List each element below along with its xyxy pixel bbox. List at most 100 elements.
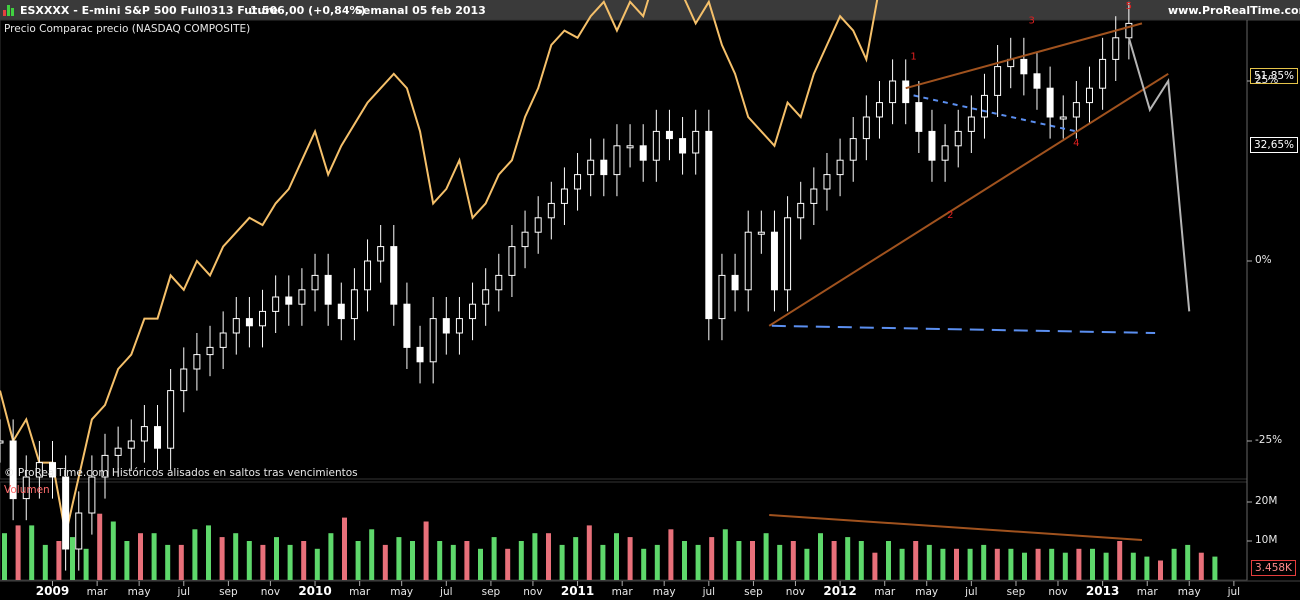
volume-bar [464, 541, 470, 580]
volume-bar [491, 537, 497, 580]
bar-chart-icon[interactable] [3, 5, 15, 16]
timeframe-date: Semanal 05 feb 2013 [355, 4, 486, 17]
candle-body [1112, 37, 1120, 60]
instrument-title: ESXXXX - E-mini S&P 500 Full0313 Future [20, 4, 279, 17]
volume-bar [872, 552, 878, 580]
volume-bar [56, 541, 62, 580]
volume-bar [722, 529, 728, 580]
candle-body [403, 303, 411, 348]
volume-bar [967, 548, 973, 580]
candle-body [140, 426, 148, 442]
candle-body [980, 94, 988, 118]
candle-body [810, 188, 818, 204]
x-tick-month: nov [785, 586, 806, 598]
nasdaq-line [0, 0, 879, 535]
volume-bar [831, 541, 837, 580]
volume-bar [15, 525, 21, 580]
volume-bar [328, 533, 334, 580]
candle-body [626, 145, 634, 149]
candle-body [521, 231, 529, 248]
candle-body [337, 303, 345, 320]
compare-label: Precio Comparac precio (NASDAQ COMPOSITE… [4, 23, 251, 35]
site-link[interactable]: www.ProRealTime.com [1168, 4, 1300, 17]
x-tick-month: jul [177, 586, 191, 598]
candle-body [88, 476, 96, 514]
candle-body [232, 318, 240, 334]
candle-body [495, 274, 503, 291]
y-tick-label: 25% [1255, 74, 1279, 86]
volume-trendline [769, 514, 1143, 541]
candle-body [49, 462, 57, 478]
volume-bar [83, 548, 89, 580]
projection-path [1127, 37, 1191, 312]
volume-bar [954, 548, 959, 580]
candle-body [574, 174, 582, 190]
volume-bar [423, 521, 429, 580]
x-tick-month: mar [874, 586, 896, 598]
volume-bar [450, 544, 456, 580]
upper-dashed-arrow [913, 94, 1077, 133]
candle-body [101, 454, 109, 478]
volume-badge: 3.458K [1251, 560, 1296, 576]
x-tick-month: sep [1006, 586, 1026, 598]
x-tick-month: mar [1136, 586, 1158, 598]
volume-bar [532, 533, 538, 580]
volume-bar [1117, 541, 1123, 580]
candle-body [245, 318, 253, 327]
x-tick-month: may [652, 586, 676, 598]
candle-body [1033, 73, 1041, 89]
volume-bar [124, 541, 130, 580]
candle-body [679, 138, 687, 154]
volume-bar [233, 533, 239, 580]
volume-bar [301, 541, 307, 580]
volume-bar [219, 537, 225, 580]
volume-bar [981, 544, 987, 580]
volume-bar [1008, 548, 1014, 580]
candle-body [1085, 87, 1093, 104]
candle-body [9, 440, 17, 500]
candle-body [560, 188, 568, 204]
candle-body [219, 332, 227, 348]
candle-body [482, 289, 490, 305]
y-tick-label: -25% [1255, 434, 1283, 446]
wave-label: 4 [1073, 138, 1079, 149]
volume-bar [1049, 548, 1055, 580]
candle-body [154, 426, 162, 449]
candle-body [0, 440, 4, 444]
volume-bar [709, 537, 715, 580]
candle-body [469, 303, 477, 320]
candle-body [954, 130, 962, 147]
volume-bar [654, 544, 660, 580]
volume-bar [274, 537, 279, 580]
candle-body [705, 130, 713, 320]
wave-label: 1 [910, 51, 916, 62]
volume-bar [994, 548, 1000, 580]
volume-bar [573, 537, 579, 580]
candle-body [311, 274, 319, 291]
candle-body [875, 102, 883, 118]
volume-bar [858, 541, 864, 580]
x-tick-month: sep [219, 586, 238, 598]
x-tick-month: may [915, 586, 939, 598]
candle-body [193, 354, 201, 370]
volume-bar [682, 541, 687, 580]
x-tick-month: jul [702, 586, 716, 598]
candle-body [429, 318, 437, 363]
nasdaq-badge: 51,85% [1250, 68, 1299, 84]
candle-body [718, 274, 726, 320]
x-tick-month: jul [1227, 586, 1241, 598]
volume-bar [627, 537, 633, 580]
candle-body [167, 390, 175, 449]
candle-body [62, 476, 70, 550]
volume-bar [1158, 560, 1163, 580]
candle-body [508, 246, 516, 276]
candle-body [324, 274, 332, 305]
volume-bar [750, 541, 755, 580]
volume-bar [546, 533, 551, 580]
candle-body [639, 145, 647, 161]
volume-bar [763, 533, 769, 580]
candle-body [600, 159, 608, 176]
price-badge: 32,65% [1250, 137, 1299, 153]
volume-bar [940, 548, 946, 580]
